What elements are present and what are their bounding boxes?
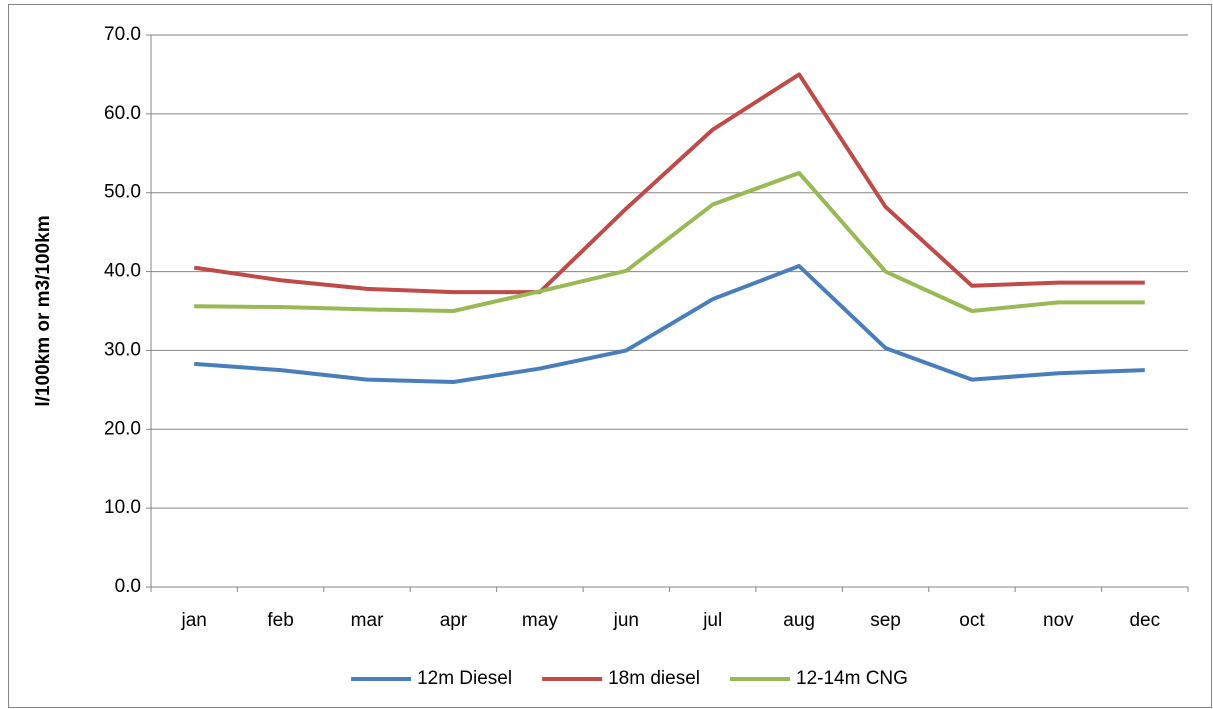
y-tick-label: 20.0 [104, 418, 141, 439]
legend-label: 18m diesel [608, 668, 700, 689]
y-axis-title: l/100km or m3/100km [33, 215, 54, 406]
x-tick-label: jul [702, 610, 722, 631]
y-tick-label: 40.0 [104, 261, 141, 282]
y-tick-label: 0.0 [115, 576, 141, 597]
x-tick-label: dec [1129, 610, 1160, 631]
x-tick-label: nov [1043, 610, 1074, 631]
x-tick-label: aug [783, 610, 815, 631]
legend-label: 12-14m CNG [796, 668, 908, 689]
series-line [193, 72, 1145, 295]
y-tick-label: 70.0 [104, 24, 141, 45]
x-tick-label: mar [351, 610, 384, 631]
x-tick-label: jan [181, 610, 207, 631]
y-tick-label: 30.0 [104, 339, 141, 360]
y-tick-label: 10.0 [104, 497, 141, 518]
y-tick-label: 50.0 [104, 182, 141, 203]
x-tick-label: apr [440, 610, 468, 631]
x-tick-label: oct [959, 610, 985, 631]
x-tick-label: may [522, 610, 558, 631]
chart-frame [8, 4, 1212, 708]
legend-label: 12m Diesel [417, 668, 512, 689]
x-tick-label: jun [613, 610, 639, 631]
x-tick-label: sep [870, 610, 901, 631]
y-tick-label: 60.0 [104, 103, 141, 124]
series-line [194, 264, 1145, 384]
x-tick-label: feb [267, 610, 293, 631]
series-line [194, 171, 1145, 313]
